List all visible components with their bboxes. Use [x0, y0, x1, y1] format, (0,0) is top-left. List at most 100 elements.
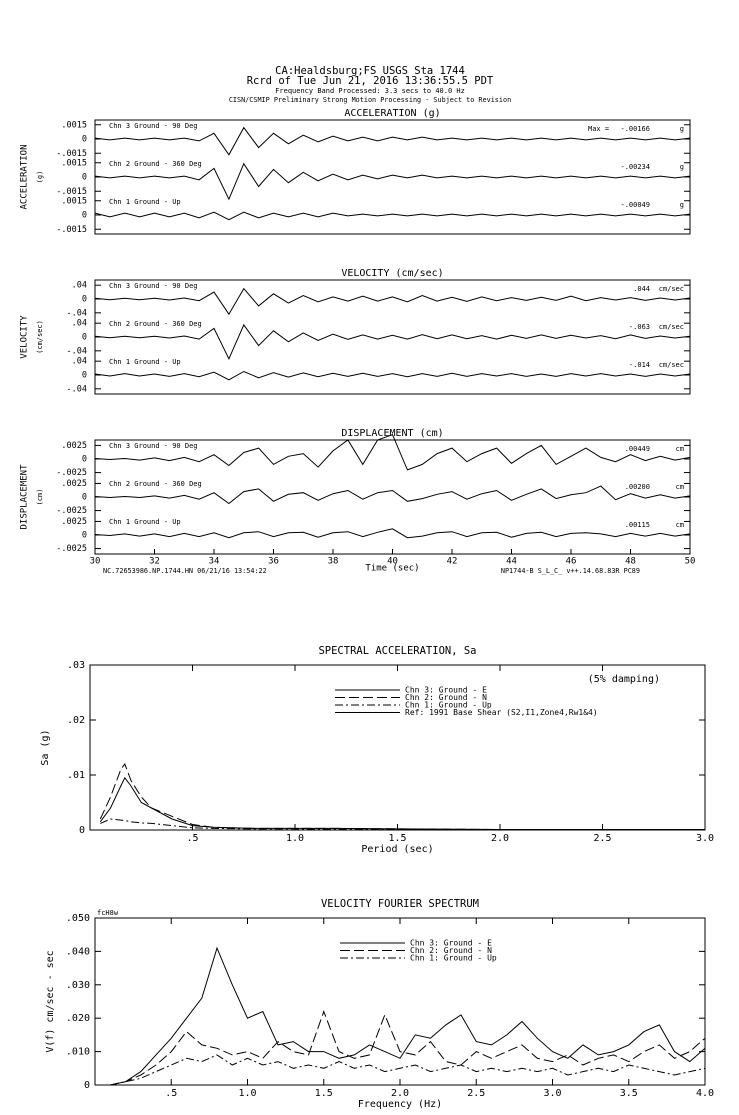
y-tick-label: -.0015 — [56, 149, 87, 159]
y-tick-label: .04 — [72, 357, 87, 367]
y-tick-label: .010 — [66, 1047, 90, 1058]
waveform — [94, 528, 691, 539]
y-tick-label: 0 — [82, 211, 87, 221]
channel-label: Chn 3 Ground - 90 Deg — [109, 282, 198, 290]
x-tick-label: 44 — [506, 557, 517, 567]
chart-title: SPECTRAL ACCELERATION, Sa — [318, 645, 476, 657]
x-tick-label: 4.0 — [696, 1088, 714, 1099]
series-line — [95, 946, 706, 1086]
y-tick-label: 0 — [82, 493, 87, 503]
channel-label: Chn 3 Ground - 90 Deg — [109, 442, 198, 450]
peak-value: .00200 — [625, 483, 650, 491]
peak-unit: cm — [676, 483, 684, 491]
peak-value: -.063 — [629, 323, 650, 331]
band-info: Frequency Band Processed: 3.3 secs to 40… — [275, 87, 465, 95]
waveform — [94, 211, 691, 221]
x-tick-label: 42 — [447, 557, 458, 567]
peak-value: -.00166 — [620, 125, 650, 133]
x-tick-label: 2.5 — [593, 833, 611, 844]
y-axis-unit: (g) — [36, 171, 44, 184]
x-tick-label: .5 — [186, 833, 198, 844]
x-axis-label: Time (sec) — [365, 564, 419, 574]
y-axis-unit: (cm) — [36, 489, 44, 506]
y-axis-label: VELOCITY — [20, 315, 30, 359]
channel-label: Chn 3 Ground - 90 Deg — [109, 122, 198, 130]
y-tick-label: .0015 — [61, 158, 87, 168]
x-tick-label: 2.0 — [391, 1088, 409, 1099]
x-tick-label: 2.0 — [491, 833, 509, 844]
peak-value: -.00049 — [620, 201, 650, 209]
x-tick-label: 1.5 — [388, 833, 406, 844]
peak-value: .00115 — [625, 521, 650, 529]
y-tick-label: .050 — [66, 913, 90, 924]
series-line — [95, 1010, 706, 1086]
y-tick-label: -.04 — [67, 308, 87, 318]
waveform — [94, 162, 691, 201]
footer-right: NP1744-B S_L_C_ v++.14.68.83R PC89 — [501, 567, 640, 575]
channel-label: Chn 1 Ground - Up — [109, 358, 181, 366]
peak-unit: cm/sec — [659, 361, 684, 369]
y-axis-label: ACCELERATION — [20, 144, 30, 209]
x-tick-label: 3.0 — [696, 833, 714, 844]
x-tick-label: 30 — [90, 557, 101, 567]
x-tick-label: 3.5 — [620, 1088, 638, 1099]
x-tick-label: 50 — [685, 557, 696, 567]
station-title: CA:Healdsburg;FS USGS Sta 1744 — [275, 65, 465, 77]
footer-left: NC.72653986.NP.1744.HN 06/21/16 13:54:22 — [103, 567, 267, 575]
peak-value: .00449 — [625, 445, 650, 453]
y-tick-label: .0015 — [61, 196, 87, 206]
series-line — [95, 1054, 706, 1086]
chart-title: VELOCITY FOURIER SPECTRUM — [321, 898, 479, 910]
x-axis-label: Period (sec) — [361, 844, 433, 855]
y-tick-label: -.0025 — [56, 544, 87, 554]
channel-label: Chn 1 Ground - Up — [109, 198, 181, 206]
x-tick-label: 48 — [625, 557, 636, 567]
x-tick-label: 1.5 — [315, 1088, 333, 1099]
legend-label: Chn 3: Ground - E — [410, 939, 492, 948]
x-tick-label: 36 — [268, 557, 279, 567]
y-axis-unit: (cm/sec) — [36, 320, 44, 354]
legend-label: Chn 2: Ground - N — [405, 693, 487, 702]
x-tick-label: 32 — [149, 557, 160, 567]
waveform — [94, 370, 691, 381]
y-tick-label: -.0015 — [56, 225, 87, 235]
y-tick-label: 0 — [82, 295, 87, 305]
y-tick-label: -.0025 — [56, 506, 87, 516]
legend-label: Chn 3: Ground - E — [405, 686, 487, 695]
x-tick-label: 34 — [209, 557, 220, 567]
peak-unit: cm — [676, 521, 684, 529]
annotation: (5% damping) — [588, 674, 660, 685]
corner-label: fcH8w — [97, 909, 119, 917]
y-tick-label: .020 — [66, 1013, 90, 1024]
x-tick-label: 3.0 — [543, 1088, 561, 1099]
y-tick-label: -.0015 — [56, 187, 87, 197]
legend-label: Ref: 1991 Base Shear (S2,I1,Zone4,Rw1&4) — [405, 708, 598, 717]
y-tick-label: 0 — [82, 371, 87, 381]
y-tick-label: -.04 — [67, 346, 87, 356]
x-tick-label: 38 — [328, 557, 339, 567]
y-tick-label: .02 — [67, 715, 85, 726]
y-tick-label: -.04 — [67, 384, 87, 394]
peak-unit: cm/sec — [659, 323, 684, 331]
channel-label: Chn 2 Ground - 360 Deg — [109, 160, 202, 168]
y-axis-label: Sa (g) — [40, 729, 51, 765]
peak-prefix: Max = — [588, 125, 609, 133]
peak-unit: cm/sec — [659, 285, 684, 293]
x-tick-label: 40 — [387, 557, 398, 567]
y-tick-label: 0 — [82, 333, 87, 343]
x-tick-label: 46 — [566, 557, 577, 567]
y-axis-label: DISPLACEMENT — [20, 464, 30, 530]
y-tick-label: .04 — [72, 281, 87, 291]
y-tick-label: 0 — [84, 1080, 90, 1091]
channel-label: Chn 1 Ground - Up — [109, 518, 181, 526]
legend-label: Chn 2: Ground - N — [410, 946, 492, 955]
panel-title: VELOCITY (cm/sec) — [341, 268, 443, 279]
panel-title: DISPLACEMENT (cm) — [341, 428, 443, 439]
y-tick-label: .0025 — [61, 441, 87, 451]
x-tick-label: 1.0 — [238, 1088, 256, 1099]
y-tick-label: 0 — [82, 135, 87, 145]
y-tick-label: 0 — [82, 531, 87, 541]
waveform — [94, 433, 691, 471]
